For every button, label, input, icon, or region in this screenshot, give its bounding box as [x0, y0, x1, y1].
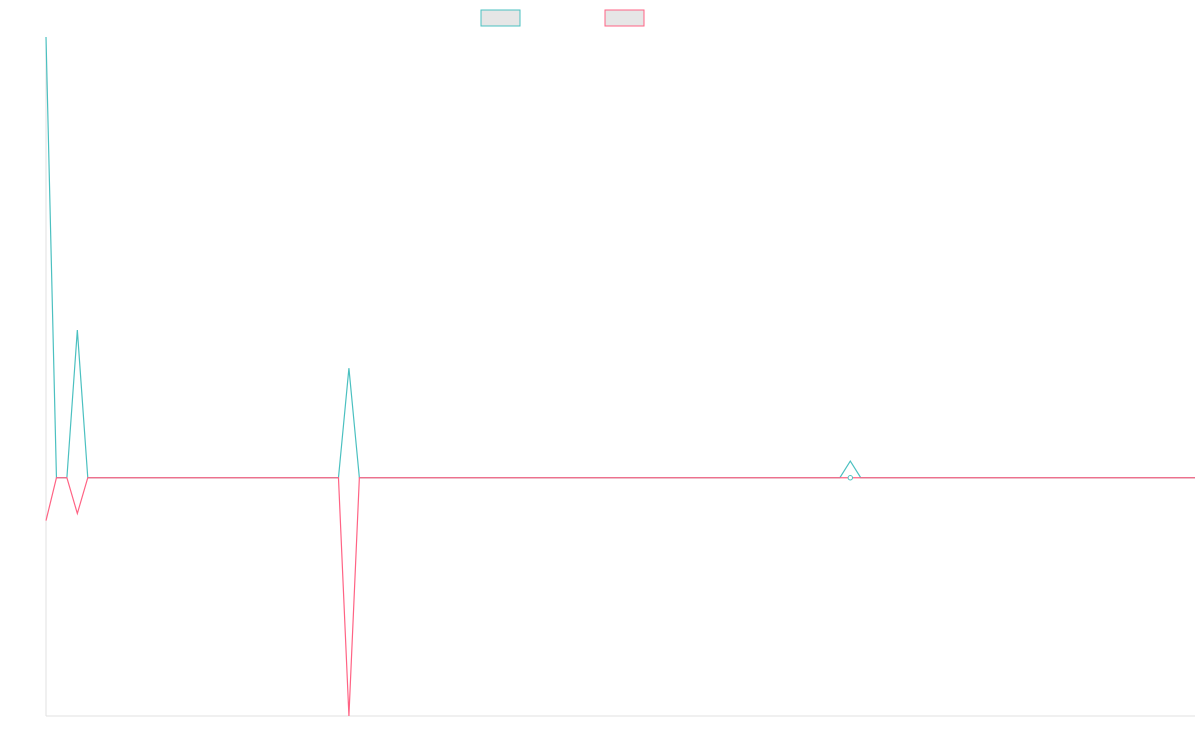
data-point — [847, 475, 853, 481]
legend-item-1[interactable] — [480, 9, 521, 27]
series-line-1 — [45, 36, 1195, 479]
series-line-2 — [45, 477, 1195, 717]
legend[interactable] — [480, 9, 645, 27]
legend-swatch — [480, 9, 521, 27]
axes — [45, 37, 1195, 717]
legend-item-2[interactable] — [604, 9, 645, 27]
series-lines — [45, 36, 1195, 717]
legend-swatch — [604, 9, 645, 27]
